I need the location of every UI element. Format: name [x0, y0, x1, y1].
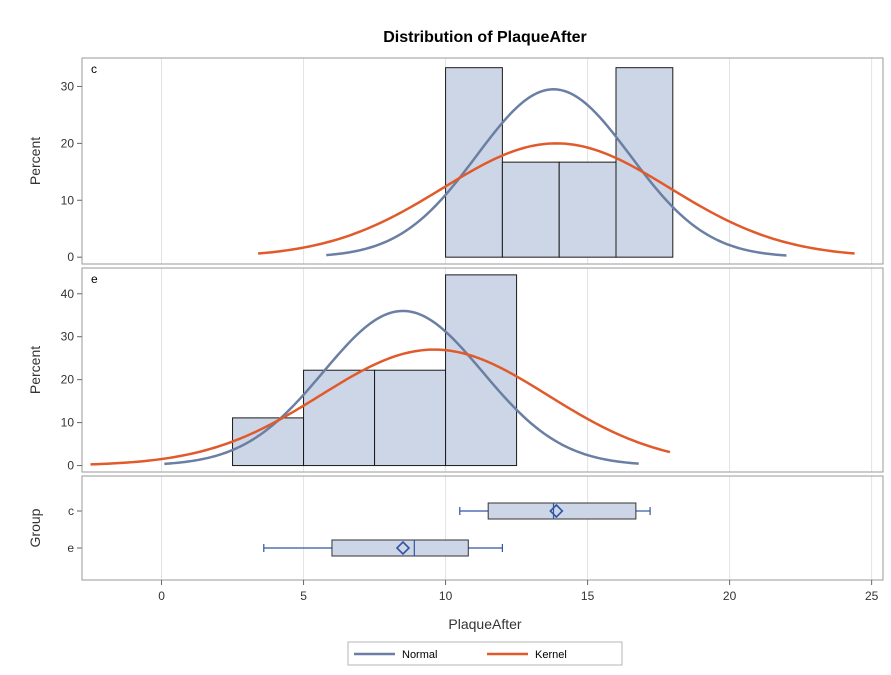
- legend-label-kernel: Kernel: [535, 649, 567, 661]
- legend-frame: [347, 641, 623, 666]
- y-tick-label: 10: [61, 193, 75, 207]
- panel-frame: [81, 57, 884, 265]
- kernel-density-curve: [90, 348, 671, 466]
- y-tick-label: 30: [61, 330, 75, 344]
- panel-label: e: [91, 272, 98, 286]
- histogram-bar: [501, 161, 560, 258]
- y-axis-label: Percent: [27, 346, 43, 394]
- boxplot-group-c: c: [68, 502, 651, 520]
- y-tick-label: c: [68, 504, 74, 518]
- panel-frame: [81, 267, 884, 473]
- mean-marker: [395, 540, 411, 556]
- chart-title: Distribution of PlaqueAfter: [383, 29, 587, 46]
- x-axis: 0 5 10 15 20 25: [158, 580, 879, 603]
- y-tick-label: 20: [61, 373, 75, 387]
- histogram-bar: [558, 161, 617, 258]
- legend: Normal Kernel: [347, 641, 623, 666]
- y-tick-label: 30: [61, 79, 75, 93]
- box: [331, 539, 469, 557]
- normal-density-curve: [164, 309, 639, 466]
- y-tick-label: e: [67, 541, 74, 555]
- mean-marker: [549, 503, 564, 519]
- y-tick-label: 0: [67, 250, 74, 264]
- y-tick-label: 20: [61, 136, 75, 150]
- x-tick-label: 25: [865, 589, 879, 603]
- x-tick-label: 0: [158, 589, 165, 603]
- y-axis-label: Group: [27, 508, 43, 547]
- y-tick-label: 0: [67, 459, 74, 473]
- kernel-density-curve: [258, 142, 855, 255]
- boxplot-panel: c e Group: [27, 475, 884, 581]
- histogram-bar: [374, 369, 447, 467]
- histogram-panel-c: 0 10 20 30 Percent c: [27, 57, 884, 265]
- normal-density-curve: [326, 88, 787, 257]
- histogram-bar: [303, 369, 376, 467]
- y-tick-label: 10: [61, 416, 75, 430]
- legend-label-normal: Normal: [402, 649, 437, 661]
- x-axis-label: PlaqueAfter: [448, 616, 521, 632]
- histogram-bar: [445, 67, 503, 258]
- y-axis-label: Percent: [27, 137, 43, 185]
- x-tick-label: 15: [581, 589, 595, 603]
- boxplot-group-e: e: [67, 539, 503, 557]
- x-tick-label: 20: [723, 589, 737, 603]
- histogram-panel-e: 0 10 20 30 40 Percent e: [27, 267, 884, 473]
- y-tick-label: 40: [61, 287, 75, 301]
- x-tick-label: 10: [439, 589, 453, 603]
- x-tick-label: 5: [300, 589, 307, 603]
- panel-label: c: [91, 62, 97, 76]
- panel-frame: [81, 475, 884, 581]
